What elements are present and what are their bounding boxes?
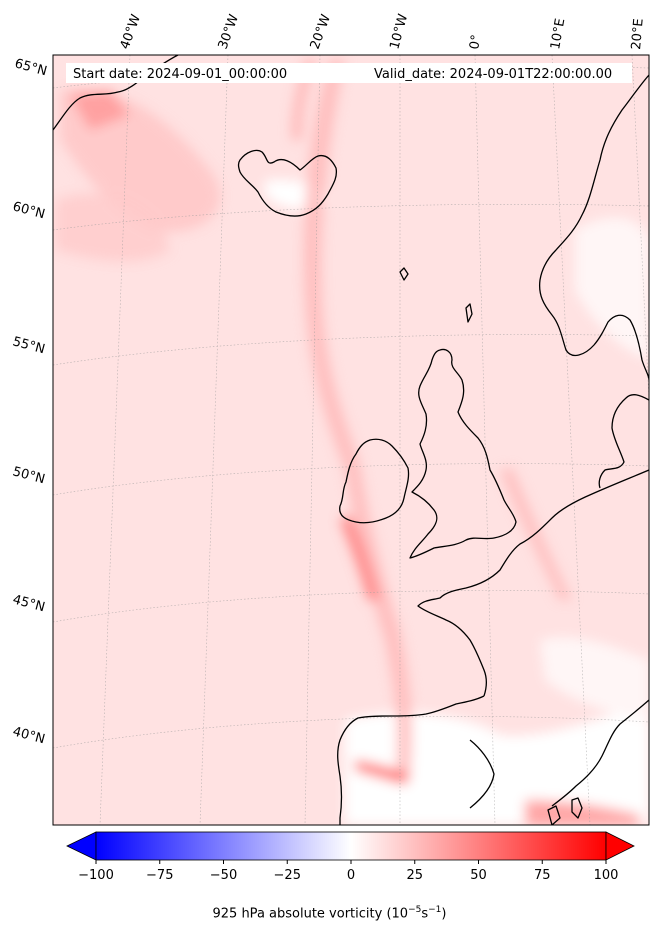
lon-label-20w: 20°W (308, 12, 334, 51)
colorbar-label: 925 hPa absolute vorticity (10−5s−1) (0, 905, 659, 921)
lat-label-45n: 45°N (11, 592, 47, 615)
colorbar-tick-label: −25 (274, 868, 301, 883)
colorbar-tick-label: 50 (470, 868, 487, 883)
shetland-islands (465, 303, 473, 323)
start-date-label: Start date: 2024-09-01_00:00:00 (73, 67, 287, 82)
colorbar-tick-label: 0 (347, 868, 355, 883)
iceland-coast (237, 149, 338, 217)
colorbar-label-prefix: 925 hPa absolute vorticity (10 (212, 906, 409, 922)
colorbar-tick-label: 100 (594, 868, 619, 883)
iberia-coast (337, 695, 485, 825)
map-panel (53, 55, 649, 825)
lat-label-55n: 55°N (11, 334, 47, 357)
lon-label-10e: 10°E (548, 17, 568, 50)
italy-coast (551, 699, 649, 807)
colorbar-tick-label: 75 (534, 868, 551, 883)
colorbar: −100 −75 −50 −25 0 25 50 75 100 (66, 831, 635, 883)
faroe-islands (399, 267, 409, 281)
lat-label-50n: 50°N (11, 464, 47, 487)
colorbar-extend-min (66, 831, 97, 861)
lon-label-30w: 30°W (216, 12, 242, 51)
map-frame (52, 54, 650, 826)
colorbar-label-exponent-1: −5 (408, 905, 422, 915)
colorbar-tick-label: 25 (406, 868, 423, 883)
colorbar-label-unit: s (421, 906, 429, 922)
lat-label-65n: 65°N (13, 56, 49, 79)
norway-coast (538, 74, 649, 381)
lon-label-40w: 40°W (118, 12, 144, 51)
france-coast (417, 469, 649, 697)
corsica-coast (571, 797, 583, 819)
vorticity-field (55, 60, 649, 825)
denmark-coast (598, 394, 649, 489)
colorbar-tick-label: −50 (210, 868, 237, 883)
latitude-labels: 65°N 60°N 55°N 50°N 45°N 40°N (11, 56, 49, 747)
lon-label-10w: 10°W (387, 12, 411, 51)
colorbar-label-suffix: ) (441, 906, 447, 922)
lat-label-40n: 40°N (11, 724, 47, 747)
coastlines (53, 55, 649, 825)
iberia-mediterranean-coast (469, 739, 495, 809)
great-britain-coast (409, 348, 517, 559)
valid-date-label: Valid_date: 2024-09-01T22:00:00.00 (374, 67, 612, 82)
colorbar-label-exponent-2: −1 (428, 905, 442, 915)
header-strip (66, 63, 632, 83)
lon-label-20e: 20°E (629, 18, 647, 50)
colorbar-tick-label: −100 (78, 868, 114, 883)
colorbar-tick-label: −75 (146, 868, 173, 883)
colorbar-extend-max (605, 831, 635, 861)
lat-label-60n: 60°N (11, 199, 47, 222)
sardinia-coast (547, 805, 561, 825)
longitude-labels: 40°W 30°W 20°W 10°W 0° 10°E 20°E (118, 12, 647, 51)
lon-label-0: 0° (467, 34, 484, 51)
colorbar-ticks: −100 −75 −50 −25 0 25 50 75 100 (78, 860, 618, 883)
colorbar-gradient (95, 831, 607, 861)
ireland-coast (339, 438, 410, 524)
